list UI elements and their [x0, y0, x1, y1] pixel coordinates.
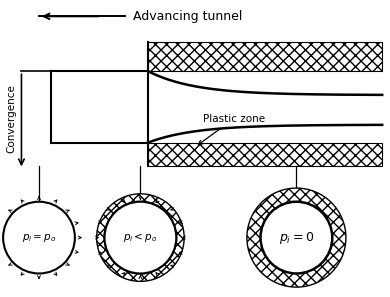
Text: Convergence: Convergence [6, 84, 16, 153]
Bar [148, 42, 382, 71]
Ellipse shape [261, 202, 332, 274]
Ellipse shape [97, 194, 184, 281]
Ellipse shape [105, 202, 176, 274]
Bar [148, 143, 382, 166]
Text: $p_i = p_o$: $p_i = p_o$ [22, 232, 56, 244]
Text: $p_i < p_o$: $p_i < p_o$ [123, 231, 158, 244]
Text: Advancing tunnel: Advancing tunnel [133, 10, 242, 23]
Ellipse shape [105, 202, 176, 274]
Ellipse shape [3, 202, 75, 274]
Text: Plastic zone: Plastic zone [199, 114, 265, 145]
Ellipse shape [247, 188, 346, 287]
Text: $p_i = 0$: $p_i = 0$ [279, 230, 314, 246]
